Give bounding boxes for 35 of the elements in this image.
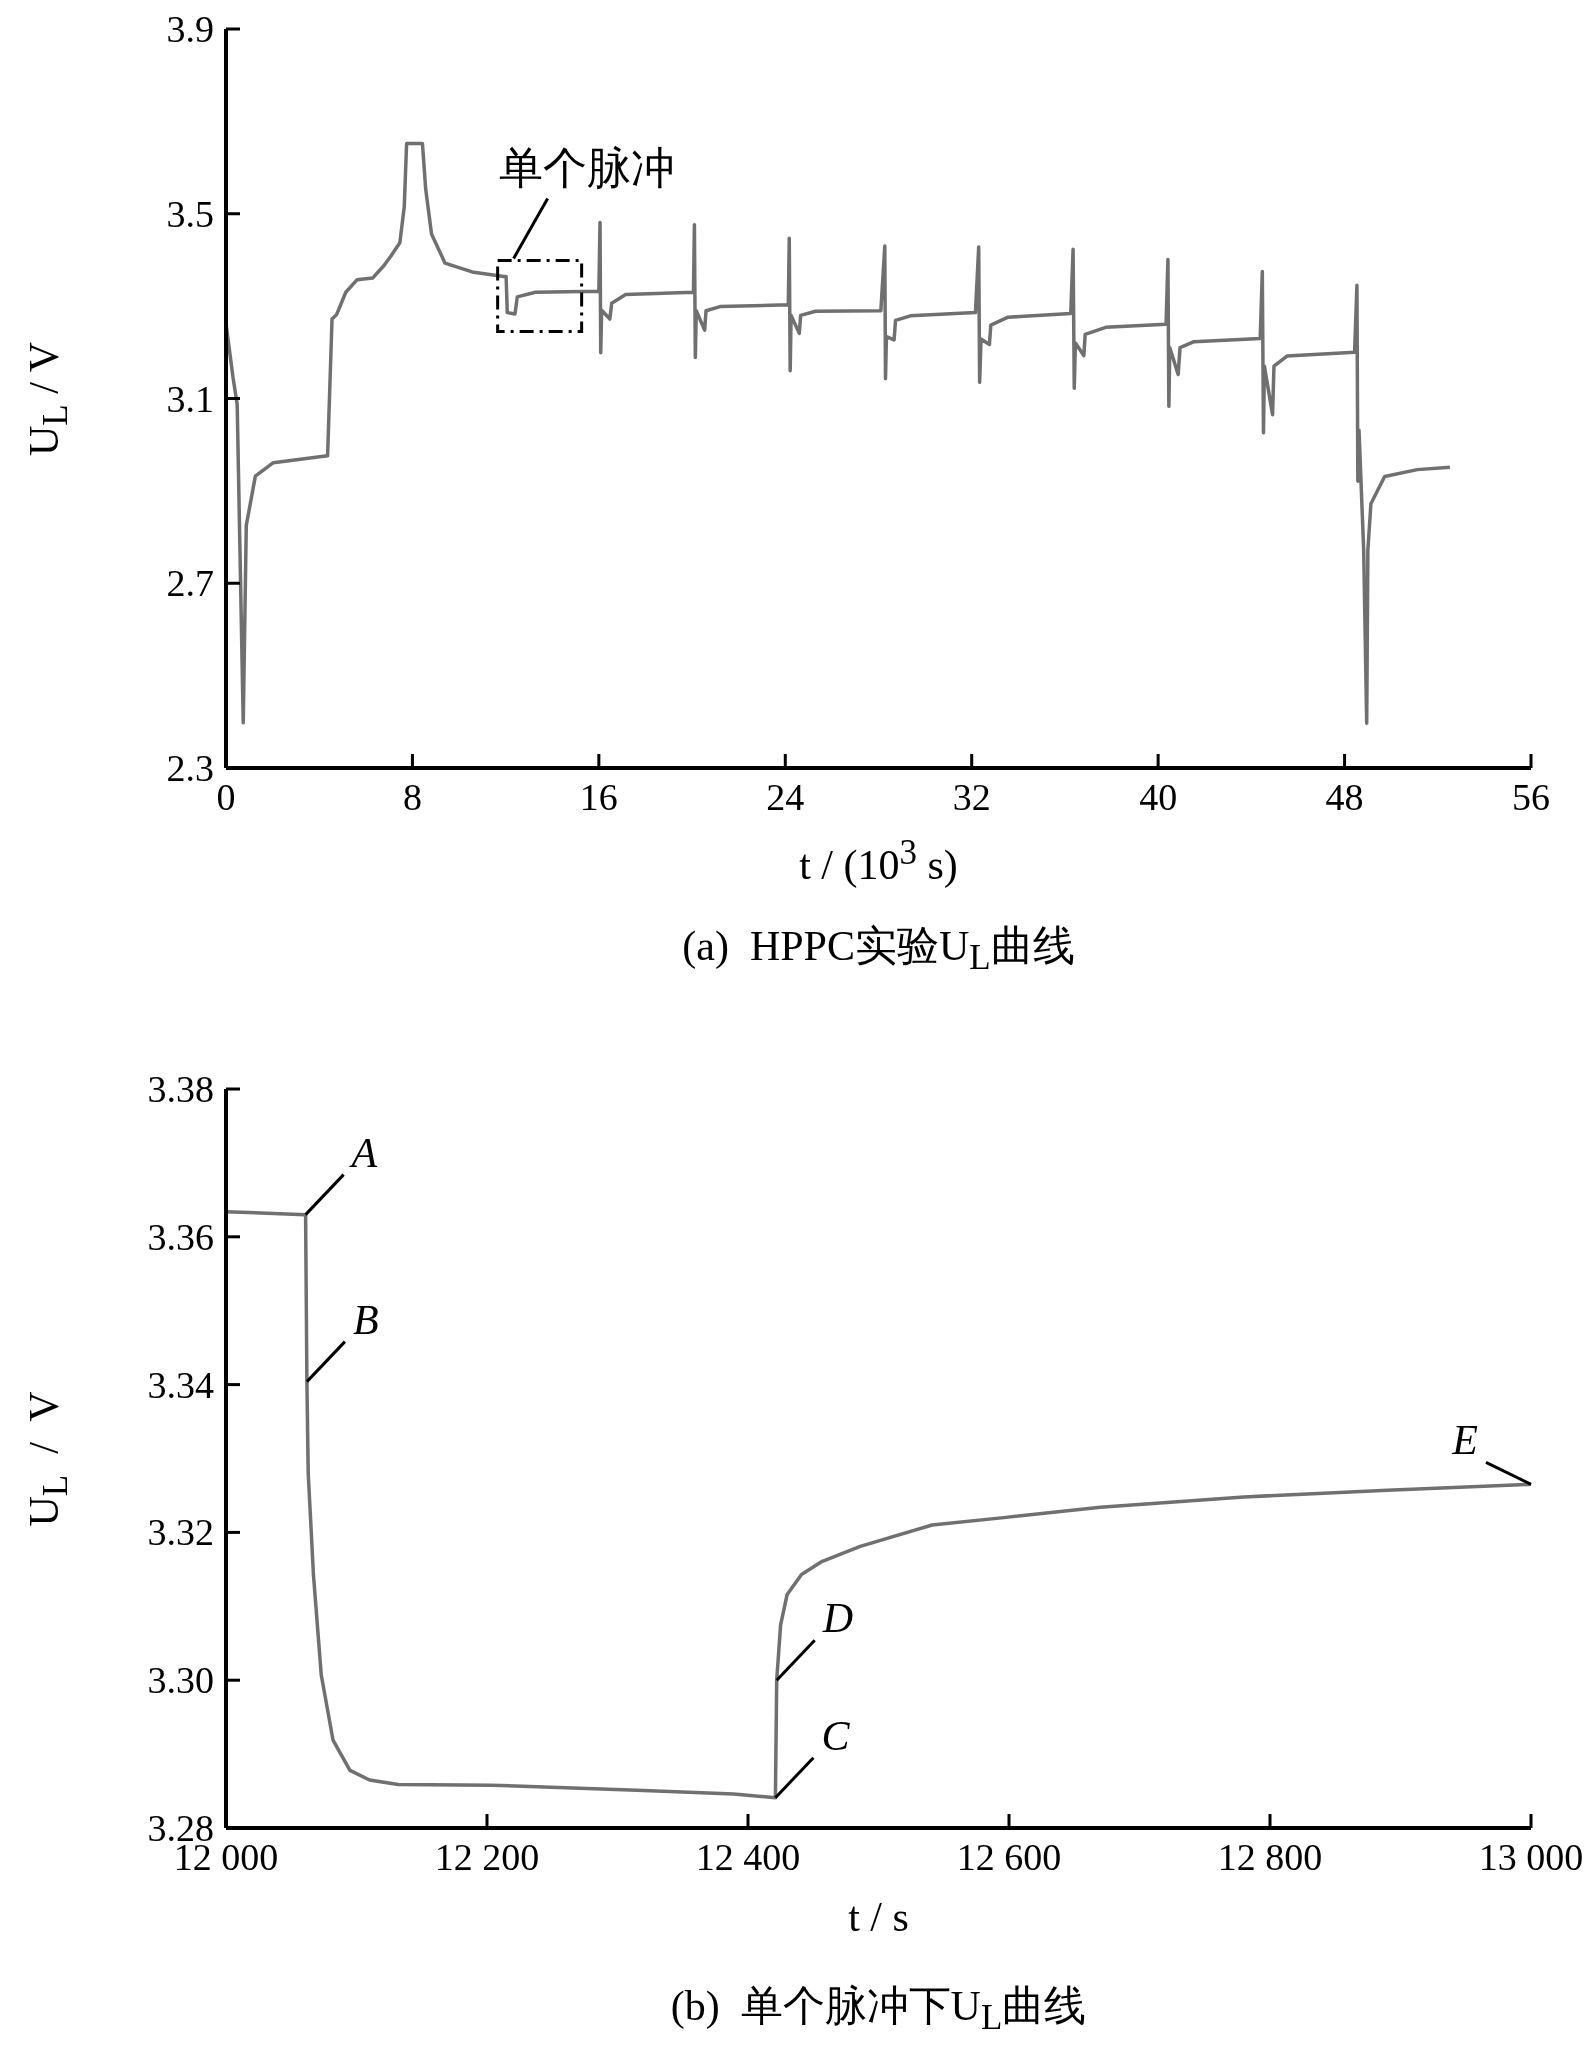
x-tick-label: 12 600 <box>956 1836 1062 1878</box>
x-tick-label: 0 <box>216 776 236 818</box>
x-tick-label: 32 <box>952 776 991 818</box>
x-tick-label: 56 <box>1512 776 1550 818</box>
x-axis-title: t / s <box>847 1893 910 1941</box>
y-tick-label: 3.36 <box>147 1215 214 1258</box>
y-tick-label: 2.3 <box>166 747 214 789</box>
x-tick-label: 12 400 <box>695 1836 801 1878</box>
line-series <box>226 1209 1531 1800</box>
x-tick-label: 8 <box>402 776 422 818</box>
text: (a) HPPC实验U$_{L}$曲线 <box>681 922 1076 979</box>
x-tick-label: 40 <box>1139 776 1178 818</box>
x-tick-label: 13 000 <box>1478 1836 1584 1878</box>
annotation: 单个脉冲 <box>498 144 675 194</box>
y-tick-label: 3.32 <box>147 1511 214 1554</box>
x-tick-label: 24 <box>766 776 805 818</box>
x-tick-label: 48 <box>1325 776 1364 818</box>
line-series <box>226 141 1452 725</box>
x-tick-label: 16 <box>579 776 618 818</box>
annotation: B <box>352 1296 379 1343</box>
y-tick-label: 2.7 <box>166 562 214 605</box>
y-tick-label: 3.34 <box>147 1363 214 1406</box>
text: (b) 单个脉冲下U$_{L}$曲线 <box>669 1982 1088 2039</box>
annotation: A <box>348 1129 378 1176</box>
x-tick-label: 12 200 <box>434 1836 540 1878</box>
x-axis-title: t / (10$^{3}$ s) <box>798 833 959 889</box>
y-tick-label: 3.5 <box>166 192 214 235</box>
annotation: D <box>821 1595 854 1642</box>
y-tick-label: 3.38 <box>147 1068 214 1110</box>
y-tick-label: 3.9 <box>166 8 214 50</box>
y-tick-label: 3.1 <box>166 377 214 420</box>
annotation: E <box>1451 1417 1478 1464</box>
annotation: C <box>821 1712 851 1759</box>
x-tick-label: 12 800 <box>1217 1836 1323 1878</box>
y-tick-label: 3.30 <box>147 1659 214 1702</box>
